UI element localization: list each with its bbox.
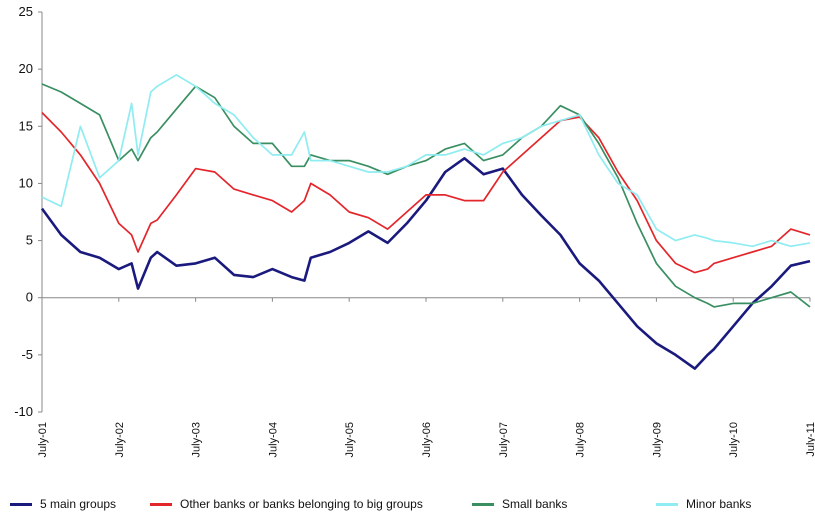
legend-swatch: [10, 502, 32, 506]
x-tick-label: July-03: [191, 422, 203, 457]
series-line-0: [40, 157, 811, 370]
x-tick-label: July-10: [728, 422, 740, 457]
x-tick-label: July-08: [575, 422, 587, 457]
y-tick-label: 25: [19, 4, 33, 19]
x-tick-label: July-02: [114, 422, 126, 457]
x-axis: July-01 July-02 July-03 July-04 July-05 July-…: [37, 297, 815, 457]
legend-swatch: [472, 502, 494, 506]
legend-label: Small banks: [502, 497, 568, 511]
legend-swatch: [656, 502, 678, 506]
legend-item-small-banks: Small banks: [472, 497, 567, 511]
legend-item-other-banks: Other banks or banks belonging to big gr…: [150, 497, 423, 511]
x-tick-label: July-04: [267, 422, 279, 457]
legend-swatch: [150, 502, 172, 506]
legend: 5 main groups Other banks or banks belon…: [10, 497, 810, 517]
legend-label: Other banks or banks belonging to big gr…: [180, 497, 423, 511]
x-tick-label: July-07: [498, 422, 510, 457]
y-tick-label: 20: [19, 61, 33, 76]
legend-label: 5 main groups: [40, 497, 117, 511]
y-axis: -10 -5 0 5 10 15 20 25: [14, 4, 43, 419]
y-tick-label: 10: [19, 175, 33, 190]
legend-item-minor-banks: Minor banks: [656, 497, 751, 511]
x-tick-label: July-05: [344, 422, 356, 457]
x-tick-label: July-06: [421, 422, 433, 457]
y-tick-label: 0: [26, 290, 33, 305]
legend-item-5-main-groups: 5 main groups: [10, 497, 116, 511]
y-tick-label: -10: [14, 404, 33, 419]
x-tick-label: July-01: [37, 422, 49, 457]
series-line-3: [41, 74, 811, 248]
x-tick-label: July-09: [651, 422, 663, 457]
y-tick-label: 15: [19, 118, 33, 133]
y-tick-label: -5: [21, 347, 33, 362]
x-tick-label: July-11: [805, 422, 815, 457]
legend-label: Minor banks: [686, 497, 752, 511]
y-tick-label: 5: [26, 233, 33, 248]
series-line-1: [41, 112, 811, 274]
series-layer: [40, 74, 811, 370]
